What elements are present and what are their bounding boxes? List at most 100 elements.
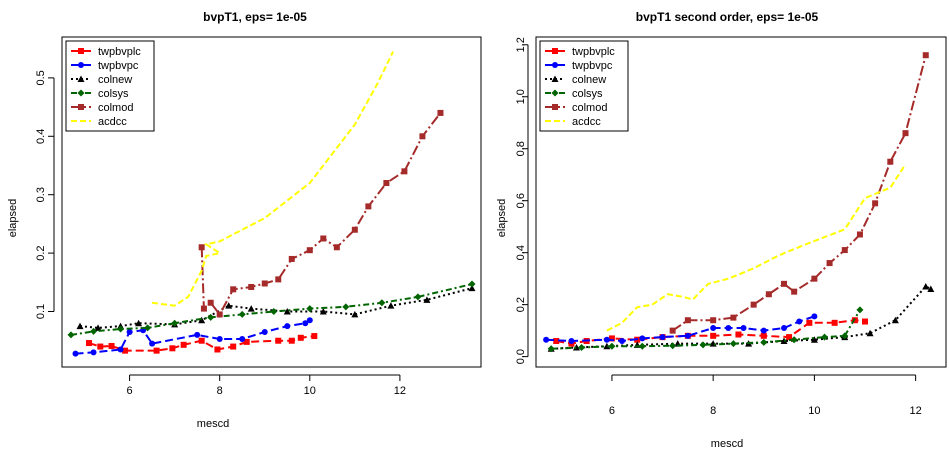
data-point [216, 311, 223, 318]
data-point [135, 319, 143, 327]
data-point [207, 313, 215, 321]
data-point [552, 62, 558, 68]
legend-item: acdcc [545, 116, 601, 128]
data-point [826, 260, 833, 267]
data-point [306, 317, 313, 324]
data-point [552, 104, 558, 110]
legend-item: colmod [545, 102, 607, 114]
data-point [468, 284, 476, 292]
data-point [725, 325, 732, 332]
data-point [551, 75, 559, 82]
data-point [568, 338, 575, 345]
data-point [275, 276, 282, 283]
data-point [248, 283, 255, 290]
data-point [78, 104, 84, 110]
x-axis-label: mescd [711, 438, 743, 450]
data-point [760, 332, 767, 339]
data-point [423, 296, 431, 303]
data-point [238, 310, 246, 318]
y-tick-label: 0.5 [35, 70, 47, 85]
legend-label: colmod [98, 102, 133, 114]
chart-title: bvpT1, eps= 1e-05 [203, 10, 307, 24]
data-point [144, 324, 152, 332]
series-colnew [76, 284, 476, 331]
data-point [225, 302, 233, 309]
data-point [261, 280, 268, 287]
data-point [572, 344, 580, 351]
data-point [351, 310, 359, 318]
y-tick-label: 0.1 [35, 304, 47, 319]
data-point [216, 335, 223, 342]
data-point [543, 336, 550, 343]
y-tick-label: 1.2 [515, 37, 527, 52]
series-line [200, 112, 442, 317]
data-point [180, 341, 187, 348]
data-point [419, 133, 426, 140]
data-point [77, 89, 85, 97]
y-axis-label: elapsed [496, 199, 508, 238]
data-point [831, 319, 838, 326]
data-point [710, 332, 717, 339]
data-point [810, 336, 818, 343]
data-point [781, 325, 788, 332]
legend-label: acdcc [572, 116, 601, 128]
series-line [79, 287, 473, 329]
data-point [383, 180, 390, 187]
data-point [108, 342, 115, 349]
data-point [261, 328, 268, 335]
data-point [790, 336, 798, 344]
data-point [710, 325, 717, 332]
x-tick-label: 8 [710, 405, 716, 417]
legend-item: colsys [71, 88, 129, 100]
data-point [730, 314, 737, 321]
data-point [288, 337, 295, 344]
data-point [922, 282, 930, 290]
series-line [672, 54, 927, 332]
data-point [171, 319, 179, 327]
plot-frame [61, 36, 482, 368]
data-point [198, 316, 206, 324]
series-colsys [67, 280, 476, 339]
data-point [153, 347, 160, 354]
data-point [214, 346, 221, 353]
series-twpbvpc [72, 317, 313, 357]
data-point [169, 345, 176, 352]
chart-panel-left: bvpT1, eps= 1e-05 mescd elapsed 6 8 10 12 0.… [7, 10, 482, 430]
data-point [297, 334, 304, 341]
data-point [638, 342, 646, 350]
x-tick-label: 6 [127, 385, 133, 397]
series-colsys [547, 306, 864, 353]
data-point [67, 331, 75, 339]
legend-item: twpbvplc [545, 46, 615, 58]
legend-label: colsys [98, 88, 129, 100]
legend-label: colnew [98, 74, 132, 86]
data-point [207, 299, 214, 306]
data-point [699, 341, 707, 349]
axis-ticks: 6 8 10 12 0.1 0.2 0.3 0.4 0.5 [35, 70, 406, 397]
data-point [786, 334, 793, 341]
data-point [302, 320, 309, 327]
data-point [230, 286, 237, 293]
data-point [342, 303, 350, 311]
legend-item: twpbvpc [545, 60, 613, 72]
x-tick-label: 8 [217, 385, 223, 397]
legend-box [65, 40, 155, 132]
series-acdcc [606, 163, 907, 332]
data-point [551, 89, 559, 97]
data-point [806, 319, 813, 326]
data-point [781, 280, 788, 287]
data-point [387, 302, 395, 309]
data-point [78, 48, 84, 54]
data-point [547, 345, 555, 353]
x-tick-label: 6 [609, 405, 615, 417]
data-point [684, 317, 691, 324]
data-point [750, 301, 757, 308]
y-tick-label: 0.8 [515, 141, 527, 156]
data-point [811, 275, 818, 282]
legend-item: twpbvplc [71, 46, 141, 58]
data-point [735, 331, 742, 338]
y-tick-label: 0.2 [35, 245, 47, 260]
data-point [659, 334, 666, 341]
data-point [86, 340, 93, 347]
